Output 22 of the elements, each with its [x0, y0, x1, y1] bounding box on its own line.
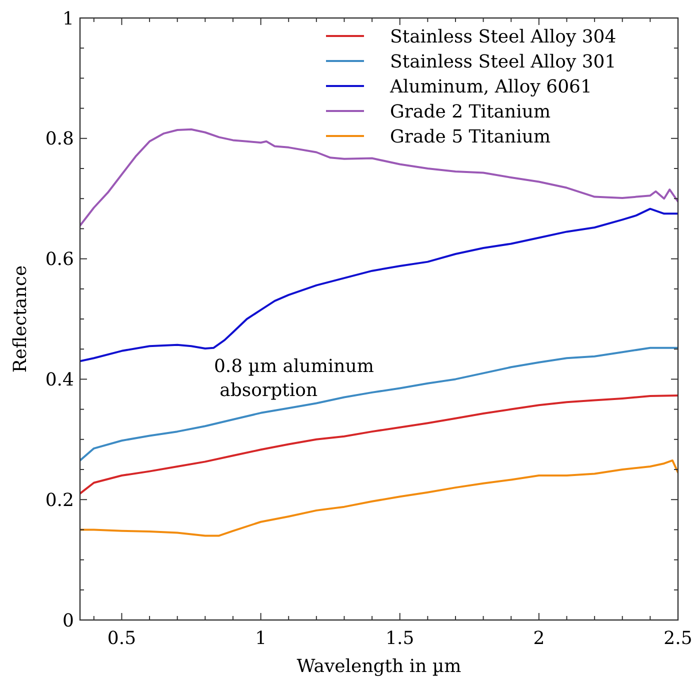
x-tick-label: 2	[533, 628, 545, 649]
y-tick-label: 0.2	[45, 490, 74, 511]
x-axis-title: Wavelength in µm	[296, 656, 462, 677]
x-tick-label: 2.5	[664, 628, 692, 649]
y-axis-title: Reflectance	[10, 265, 31, 373]
legend-label: Grade 2 Titanium	[390, 101, 551, 122]
y-tick-label: 0.6	[45, 249, 74, 270]
legend-label: Stainless Steel Alloy 301	[390, 51, 616, 72]
x-tick-label: 1.5	[386, 628, 414, 649]
legend-label: Grade 5 Titanium	[390, 126, 551, 148]
x-tick-label: 0.5	[107, 628, 136, 649]
x-tick-label: 1	[255, 628, 267, 649]
line-series	[80, 128, 678, 227]
y-tick-label: 0.8	[45, 128, 74, 150]
legend-label: Aluminum, Alloy 6061	[389, 76, 592, 98]
line-series	[80, 459, 678, 537]
y-tick-label: 1	[62, 8, 74, 30]
y-tick-label: 0	[62, 610, 74, 632]
legend-label: Stainless Steel Alloy 304	[390, 26, 616, 48]
y-tick-label: 0.4	[45, 370, 74, 390]
line-series	[80, 346, 678, 462]
annotation: 0.8 µm aluminum absorption	[214, 356, 374, 401]
